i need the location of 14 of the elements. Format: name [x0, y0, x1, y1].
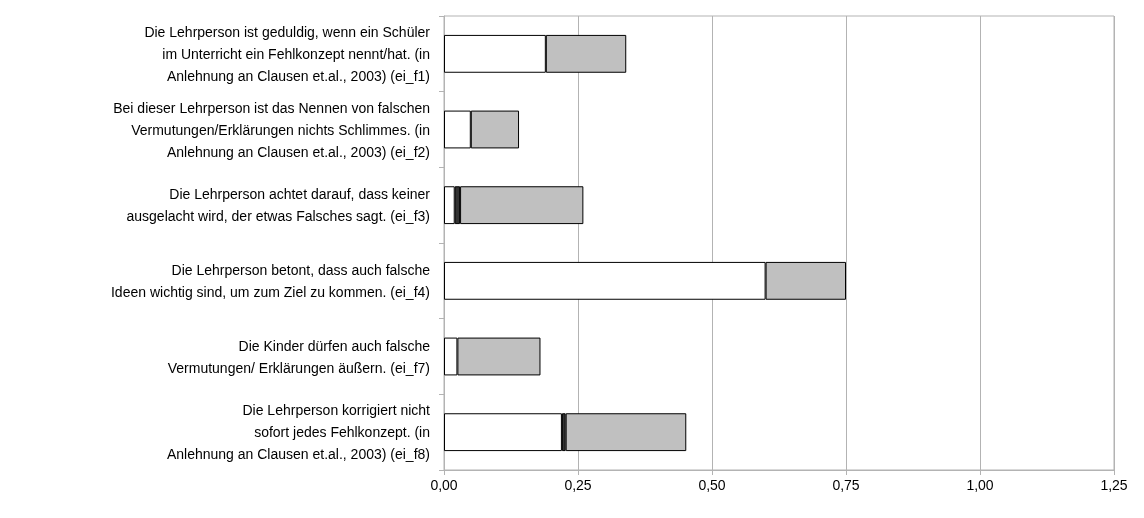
- x-tick-label: 0,00: [430, 477, 458, 493]
- y-tick-label: Die Kinder dürfen auch falsche Vermutungen/ Erklärungen äußern. (ei_f7): [167, 337, 431, 376]
- y-tick-label: Die Lehrperson ist geduldig, wenn ein Schüler im Unterricht ein Fehlkonzept nennt/hat. (in Anlehnung an Clausen et.al., 2003) (ei_f1): [144, 23, 431, 84]
- y-tick-label: Die Lehrperson achtet darauf, dass keiner ausgelacht wird, der etwas Falsches sagt. (ei_f3): [126, 186, 431, 225]
- x-tick-label: 1,25: [1100, 477, 1128, 493]
- bar: [444, 413, 562, 452]
- y-tick-label: Bei dieser Lehrperson ist das Nennen von falschen Vermutungen/Erklärungen nichts Schlimmes. (in Anlehnung an Clausen et.al., 2003) (ei_f2): [113, 99, 430, 160]
- x-tick-label: 0,75: [832, 477, 860, 493]
- y-tick-label: Die Lehrperson korrigiert nicht sofort jedes Fehlkonzept. (in Anlehnung an Clausen et.al., 2003) (ei_f8): [166, 402, 431, 463]
- y-tick-label: Die Lehrperson betont, dass auch falsche Ideen wichtig sind, um zum Ziel zu kommen. (ei_f4): [110, 261, 431, 300]
- x-tick-label: 1,00: [966, 477, 994, 493]
- x-tick-label: 0,25: [564, 477, 592, 493]
- x-tick-label: 0,50: [698, 477, 726, 493]
- bar: [565, 413, 687, 452]
